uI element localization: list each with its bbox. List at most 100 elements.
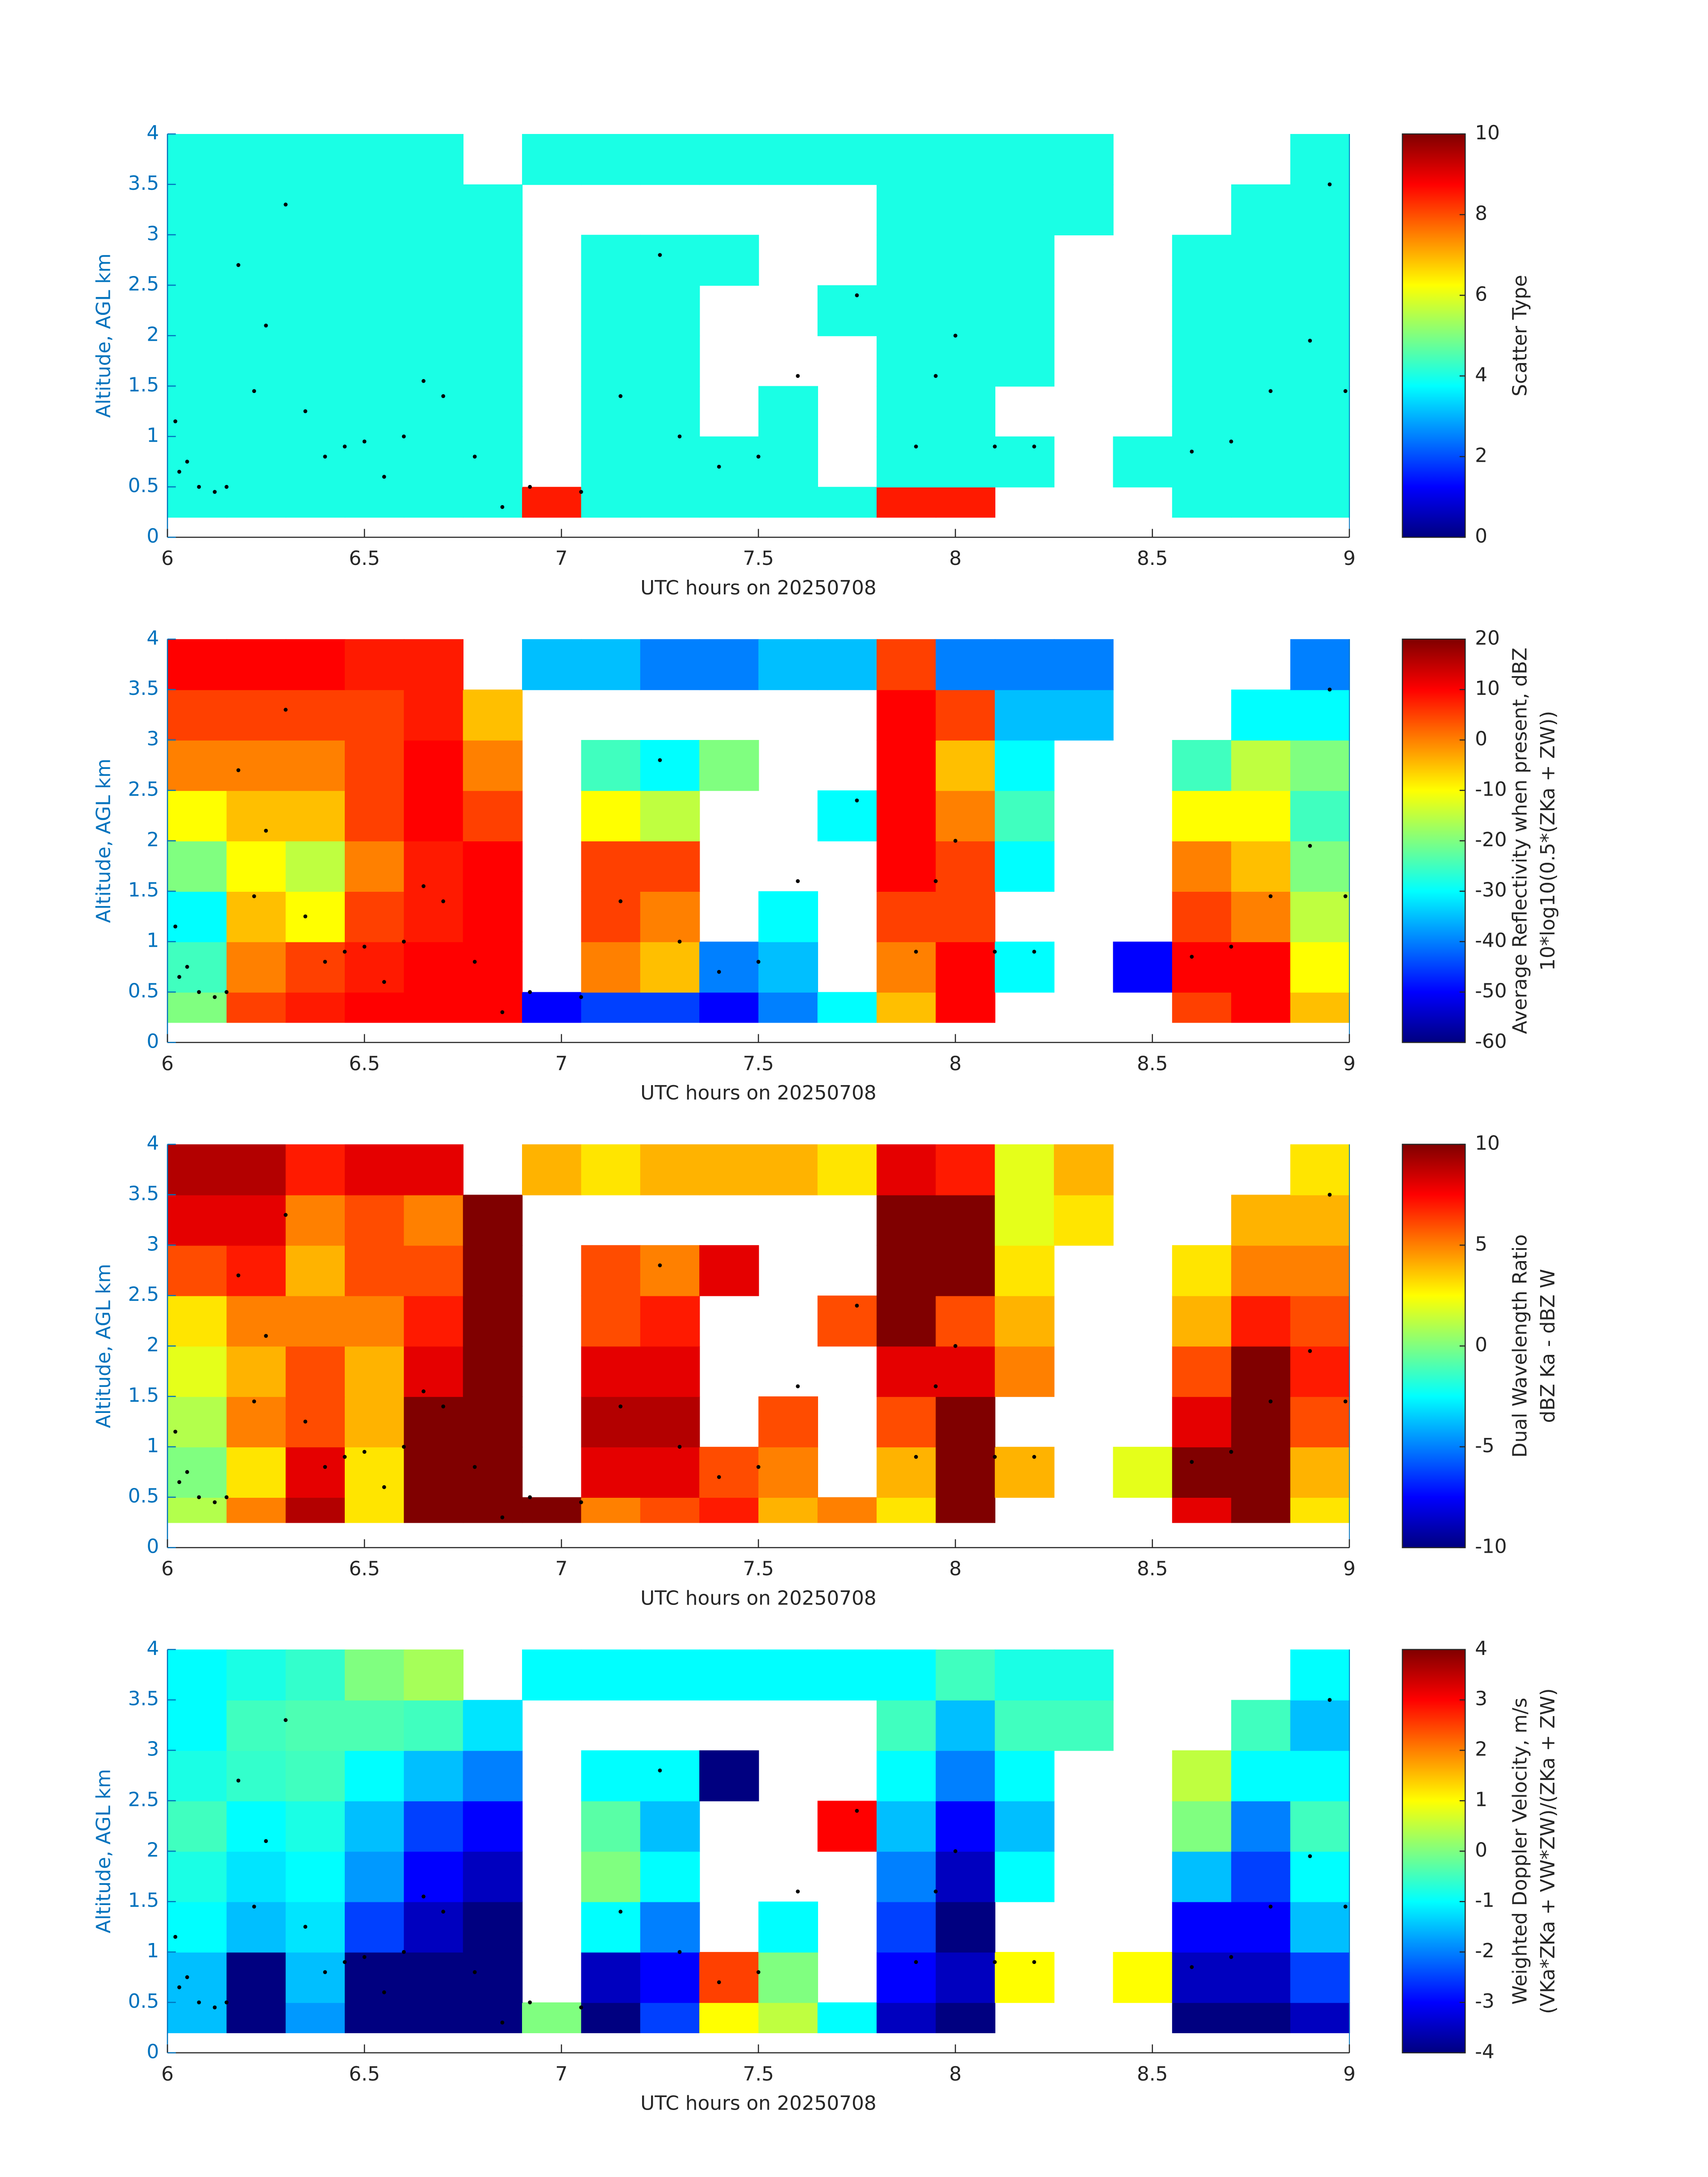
colorbar-label: 10*log10(0.5*(ZKa + ZW)) [1537, 711, 1559, 971]
heatmap-cell [345, 487, 405, 518]
overlay-point [1229, 439, 1233, 444]
heatmap-cell [1290, 790, 1350, 842]
heatmap-cell [1290, 1195, 1350, 1246]
heatmap-cell [226, 639, 286, 690]
heatmap-cell [1054, 639, 1114, 690]
overlay-point [342, 444, 347, 449]
heatmap-cell [994, 134, 1055, 185]
overlay-point [1032, 1960, 1036, 1964]
heatmap-cell [463, 1952, 523, 2003]
heatmap-cell [345, 386, 405, 437]
overlay-point [756, 960, 760, 964]
heatmap-cell [167, 1245, 227, 1296]
heatmap-cell [1231, 1851, 1291, 1902]
heatmap-cell [994, 740, 1055, 791]
heatmap-cell [877, 840, 936, 892]
heatmap-cell [935, 941, 996, 993]
heatmap-cell [1290, 386, 1350, 437]
heatmap-cell [1172, 1750, 1232, 1801]
overlay-point [1343, 1399, 1348, 1404]
heatmap-cell [1054, 689, 1114, 741]
heatmap-cell [404, 689, 464, 741]
heatmap-cell [167, 234, 227, 286]
colorbar-tick-label: 5 [1475, 1233, 1487, 1255]
overlay-point [1190, 449, 1194, 454]
heatmap-cell [817, 1295, 877, 1347]
heatmap-cell [1290, 2002, 1350, 2033]
overlay-point [677, 1950, 682, 1954]
overlay-point [1032, 444, 1036, 449]
heatmap-cell [404, 1750, 464, 1801]
heatmap-cell [758, 134, 819, 185]
heatmap-cell [1290, 689, 1350, 741]
y-tick-label: 1 [146, 1434, 159, 1457]
colorbar-label: Average Reflectivity when present, dBZ [1508, 648, 1531, 1034]
heatmap-cell [463, 1245, 523, 1296]
heatmap-cell [640, 740, 700, 791]
heatmap-cell [640, 285, 700, 336]
heatmap-cell [167, 1446, 227, 1498]
heatmap-cell [935, 184, 996, 236]
overlay-point [677, 434, 682, 439]
heatmap-cell [345, 840, 405, 892]
heatmap-cell [581, 436, 641, 488]
heatmap-cell [877, 1952, 936, 2003]
heatmap-cell [581, 285, 641, 336]
heatmap-cell [345, 992, 405, 1023]
heatmap-cell [581, 992, 641, 1023]
overlay-point [382, 475, 386, 479]
heatmap-cell [877, 386, 936, 437]
heatmap-cell [522, 639, 582, 690]
heatmap-cell [345, 891, 405, 942]
heatmap-cell [1290, 1497, 1350, 1523]
colorbar-tick-label: 8 [1475, 202, 1487, 225]
heatmap-cell [1113, 941, 1173, 993]
overlay-point [934, 879, 938, 883]
heatmap-cell [877, 1396, 936, 1448]
overlay-point [402, 1950, 406, 1954]
heatmap-cell [522, 1497, 582, 1523]
y-tick-label: 0 [146, 1535, 159, 1558]
heatmap-cell [758, 1901, 819, 1953]
heatmap-cell [404, 1195, 464, 1246]
heatmap-cell [581, 941, 641, 993]
heatmap-cell [1172, 740, 1232, 791]
heatmap-cell [1231, 335, 1291, 387]
heatmap-cell [285, 1700, 346, 1751]
overlay-point [855, 798, 859, 802]
y-tick-label: 3 [146, 1738, 159, 1761]
y-tick-label: 2.5 [128, 1788, 159, 1811]
heatmap-cell [522, 1649, 582, 1701]
x-tick-label: 7.5 [743, 1052, 774, 1075]
overlay-point [953, 1849, 957, 1853]
heatmap-cell [404, 1952, 464, 2003]
heatmap-cell [285, 790, 346, 842]
heatmap-cell [345, 639, 405, 690]
colorbar-tick-label: 20 [1475, 627, 1500, 649]
heatmap-cell [167, 1346, 227, 1397]
heatmap-cell [167, 840, 227, 892]
heatmap-cell [935, 639, 996, 690]
heatmap-cell [404, 2002, 464, 2033]
heatmap-cell [581, 1649, 641, 1701]
overlay-point [252, 894, 256, 898]
heatmap-cell [463, 790, 523, 842]
overlay-point [197, 485, 201, 489]
overlay-point [323, 1970, 327, 1974]
heatmap-cell [226, 2002, 286, 2033]
overlay-point [796, 1384, 800, 1388]
heatmap-cell [1054, 1195, 1114, 1246]
x-tick-label: 6 [161, 1052, 174, 1075]
heatmap-cell [699, 941, 759, 993]
heatmap-cell [404, 1295, 464, 1347]
colorbar [1402, 1649, 1466, 2054]
heatmap-cell [994, 1295, 1055, 1347]
heatmap-cell [640, 134, 700, 185]
overlay-point [303, 409, 308, 414]
heatmap-cell [581, 891, 641, 942]
heatmap-cell [345, 1750, 405, 1801]
heatmap-cell [1290, 1801, 1350, 1852]
heatmap-cell [640, 386, 700, 437]
heatmap-cell [1231, 689, 1291, 741]
heatmap-cell [285, 1649, 346, 1701]
